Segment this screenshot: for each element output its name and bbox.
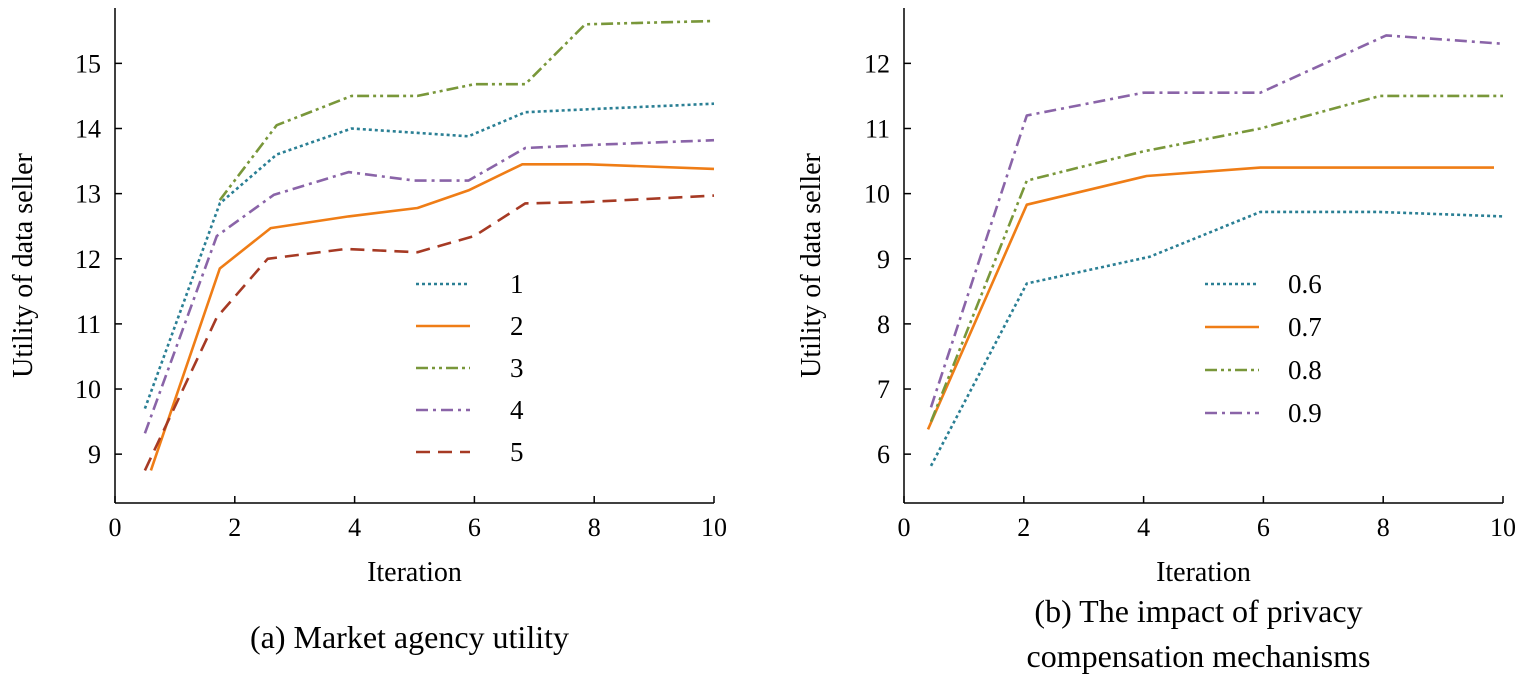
chart-a-series-1-line <box>143 102 715 410</box>
chart-b-caption-line-1: (b) The impact of privacy <box>1034 593 1362 629</box>
chart-a-series-5-line <box>143 194 715 471</box>
chart-a-caption-line-1: (a) Market agency utility <box>250 619 569 655</box>
chart-a-y-tick-label: 12 <box>75 245 101 274</box>
chart-b-caption-line-2: compensation mechanisms <box>1027 638 1371 674</box>
chart-a-y-tick-label: 13 <box>75 180 101 209</box>
chart-b-y-tick-label: 7 <box>877 375 890 404</box>
chart-b-legend-label-3: 0.8 <box>1288 355 1322 385</box>
chart-b-x-tick-label: 8 <box>1377 513 1390 542</box>
chart-b-x-axis-title: Iteration <box>1156 557 1251 588</box>
chart-b-series-3-line <box>929 94 1503 423</box>
chart-b-y-tick-label: 10 <box>864 180 890 209</box>
chart-a-x-tick-label: 2 <box>228 513 241 542</box>
chart-b-series-2-line <box>926 166 1494 430</box>
chart-a-series-2-line <box>149 163 715 471</box>
chart-a-y-tick-label: 11 <box>76 310 101 339</box>
chart-a-x-tick-label: 10 <box>701 513 727 542</box>
chart-b-series-4-line <box>929 34 1504 408</box>
chart-b-y-tick-label: 8 <box>877 310 890 339</box>
chart-a-y-tick-label: 9 <box>88 440 101 469</box>
chart-b-y-tick-label: 9 <box>877 245 890 274</box>
chart-a-x-tick-label: 0 <box>109 513 122 542</box>
chart-a-series-4-line <box>143 138 715 434</box>
chart-a-legend-label-4: 4 <box>510 395 524 425</box>
chart-b-x-tick-label: 0 <box>898 513 911 542</box>
chart-a-series-3-line <box>218 19 715 201</box>
chart-a-legend-label-3: 3 <box>510 353 524 383</box>
chart-b-x-tick-label: 6 <box>1257 513 1270 542</box>
chart-b-y-tick-label: 11 <box>865 114 890 143</box>
chart-a-x-axis-title: Iteration <box>367 557 462 588</box>
chart-b-y-tick-label: 6 <box>877 440 890 469</box>
chart-a-legend-label-5: 5 <box>510 437 524 467</box>
chart-b-y-axis-title: Utility of data seller <box>796 152 827 377</box>
chart-b-y-tick-label: 12 <box>864 49 890 78</box>
chart-a-x-tick-label: 6 <box>468 513 481 542</box>
chart-a-legend-label-2: 2 <box>510 311 524 341</box>
chart-a-y-tick-label: 14 <box>75 114 101 143</box>
chart-a-legend-label-1: 1 <box>510 269 524 299</box>
chart-b-legend-label-1: 0.6 <box>1288 269 1322 299</box>
chart-b-x-tick-label: 4 <box>1137 513 1150 542</box>
chart-a-y-tick-label: 15 <box>75 49 101 78</box>
chart-a-x-tick-label: 4 <box>348 513 361 542</box>
chart-b-legend-label-4: 0.9 <box>1288 398 1322 428</box>
chart-a-y-axis-title: Utility of data seller <box>8 152 39 377</box>
chart-b-series-1-line <box>929 210 1504 467</box>
chart-a-y-tick-label: 10 <box>75 375 101 404</box>
chart-b-x-tick-label: 2 <box>1017 513 1030 542</box>
chart-b-x-tick-label: 10 <box>1490 513 1516 542</box>
chart-a-x-tick-label: 8 <box>588 513 601 542</box>
chart-b-legend-label-2: 0.7 <box>1288 312 1322 342</box>
panel-b-privacy-compensation: 6 7 8 9 10 11 12 0 2 4 6 8 10 Iteration Utility of dat… <box>796 8 1516 674</box>
